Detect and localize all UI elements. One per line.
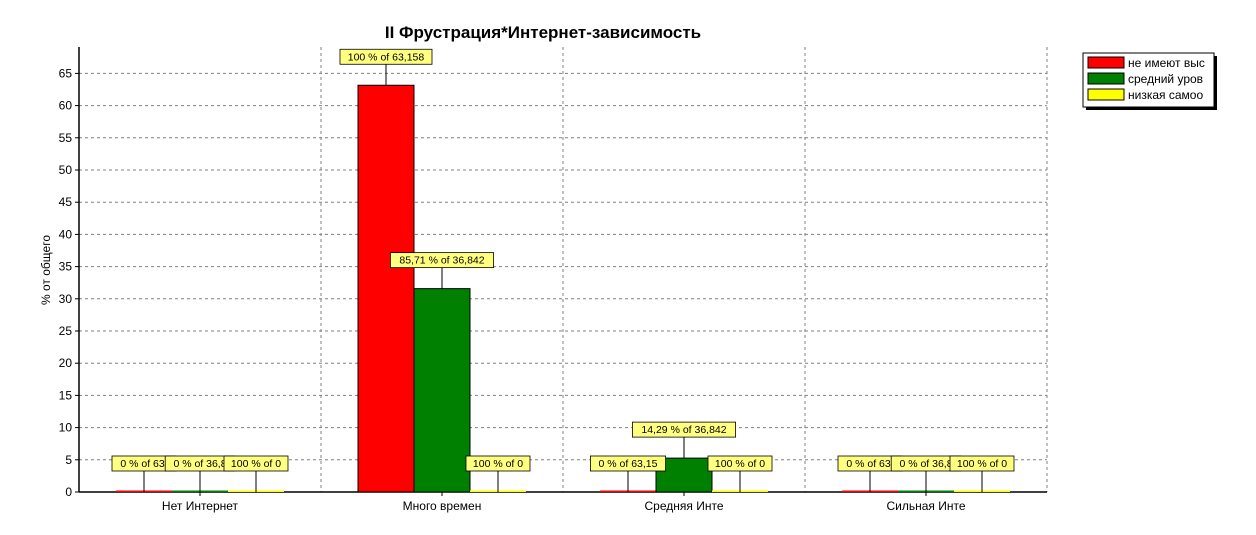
- legend: не имеют выс средний уров низкая самоо: [1082, 52, 1217, 110]
- y-tick-label: 65: [59, 66, 73, 80]
- y-tick-label: 15: [59, 388, 73, 402]
- y-tick-label: 60: [59, 99, 73, 113]
- y-tick-label: 30: [59, 292, 73, 306]
- legend-label: низкая самоо: [1128, 88, 1203, 102]
- x-tick-label: Нет Интернет: [162, 499, 239, 513]
- bar: [413, 288, 471, 493]
- y-tick-label: 45: [59, 195, 73, 209]
- legend-swatch: [1087, 88, 1125, 101]
- y-tick-label: 40: [59, 227, 73, 241]
- data-label-box: [339, 48, 433, 65]
- y-tick-label: 0: [65, 485, 72, 499]
- x-tick-label: Средняя Инте: [645, 499, 724, 513]
- data-label-box: [632, 421, 737, 438]
- data-label: 0 % of 63,: [120, 458, 167, 470]
- legend-swatch: [1087, 72, 1125, 85]
- legend-label: не имеют выс: [1128, 56, 1205, 70]
- data-label-box: [949, 455, 1015, 472]
- data-label: 100 % of 0: [231, 458, 281, 470]
- data-label-box: [223, 455, 289, 472]
- data-label: 0 % of 36,8: [173, 458, 226, 470]
- axes: 0 5 10 15 20 25 30 35 40 45 50 55 60 65 Нет Интернет Мн…: [59, 47, 1047, 513]
- data-label: 0 % of 63,: [846, 458, 893, 470]
- y-tick-label: 10: [59, 421, 73, 435]
- data-label: 100 % of 0: [473, 458, 523, 470]
- bar: [357, 84, 415, 493]
- chart-title: II Фрустрация*Интернет-зависимость: [385, 23, 701, 42]
- data-labels: 0 % of 63, 100 % of 63,158 0 % of 63,15 0 %…: [111, 48, 1015, 492]
- data-label: 100 % of 0: [957, 458, 1007, 470]
- bars: [116, 84, 1010, 493]
- y-tick-label: 50: [59, 163, 73, 177]
- grid: [79, 47, 1048, 492]
- data-label: 0 % of 63,15: [599, 458, 658, 470]
- x-tick-label: Сильная Инте: [886, 499, 965, 513]
- y-tick-label: 55: [59, 131, 73, 145]
- data-label-box: [465, 455, 531, 472]
- y-tick-label: 35: [59, 260, 73, 274]
- y-tick-label: 25: [59, 324, 73, 338]
- x-tick-label: Много времен: [403, 499, 482, 513]
- data-label: 85,71 % of 36,842: [399, 255, 484, 267]
- legend-swatch: [1087, 56, 1125, 69]
- data-label: 100 % of 0: [715, 458, 765, 470]
- data-label-box: [707, 455, 773, 472]
- y-axis-label: % от общего: [39, 235, 53, 305]
- data-label: 0 % of 36,8: [899, 458, 952, 470]
- y-tick-label: 5: [65, 453, 72, 467]
- y-tick-label: 20: [59, 356, 73, 370]
- data-label: 100 % of 63,158: [348, 51, 425, 63]
- data-label-box: [389, 252, 494, 269]
- data-label: 14,29 % of 36,842: [641, 424, 726, 436]
- data-label-box: [590, 455, 667, 472]
- legend-label: средний уров: [1128, 72, 1203, 86]
